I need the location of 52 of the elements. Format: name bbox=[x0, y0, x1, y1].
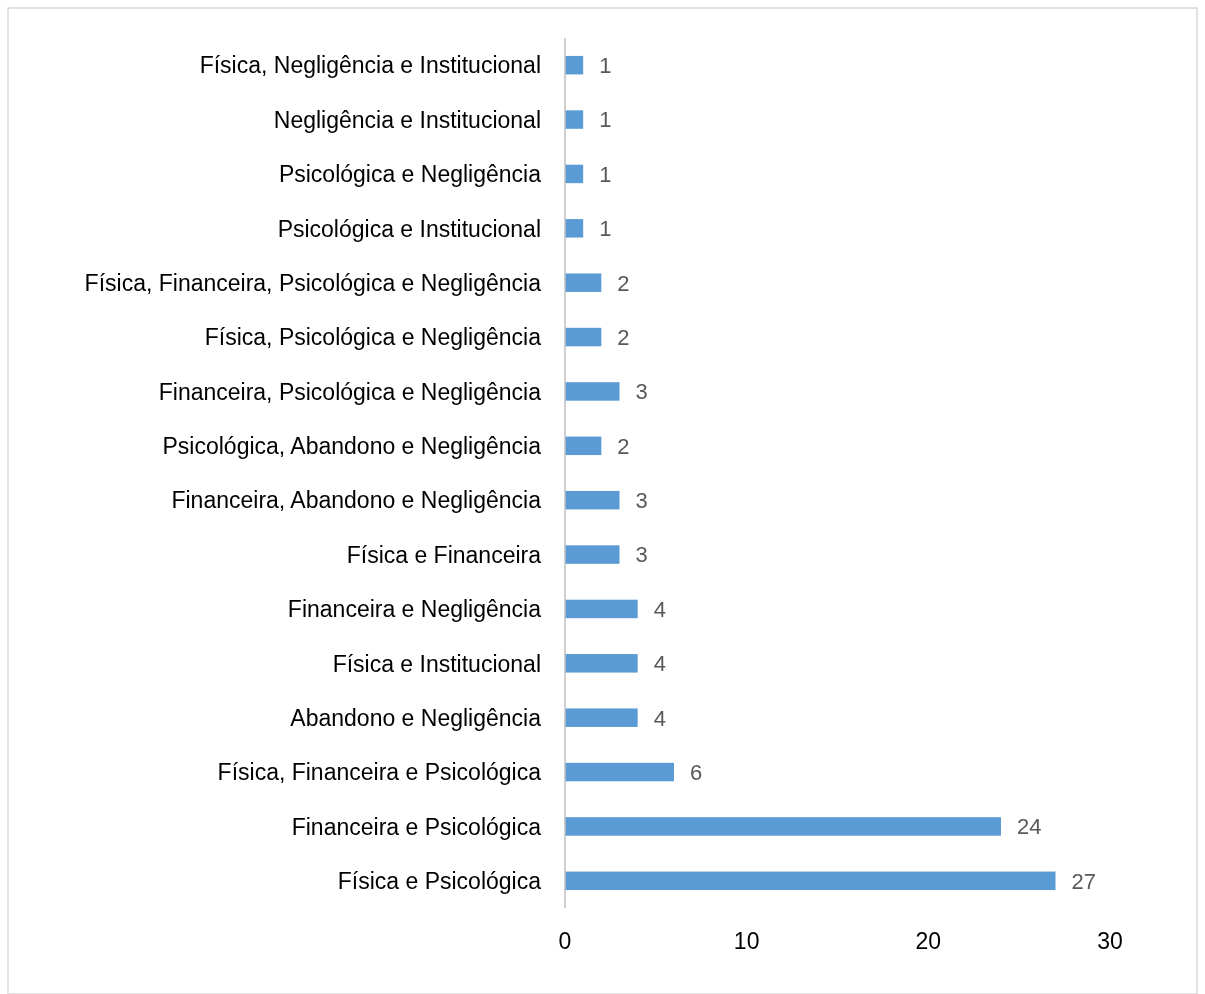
x-tick-label: 10 bbox=[733, 928, 760, 955]
data-label: 2 bbox=[617, 270, 630, 296]
bar bbox=[565, 55, 584, 75]
y-tick-label: Financeira e Psicológica bbox=[291, 813, 542, 840]
x-tick-label: 20 bbox=[915, 928, 942, 955]
data-label: 2 bbox=[617, 324, 630, 350]
bar bbox=[565, 762, 674, 782]
y-tick-label: Psicológica e Institucional bbox=[277, 215, 541, 242]
bar bbox=[565, 545, 620, 564]
bar bbox=[565, 871, 1056, 891]
bar bbox=[565, 436, 602, 456]
y-tick-label: Física, Negligência e Institucional bbox=[199, 52, 541, 79]
bar bbox=[565, 110, 584, 129]
data-label: 1 bbox=[599, 53, 612, 79]
data-label: 3 bbox=[635, 488, 648, 514]
data-label: 24 bbox=[1017, 814, 1042, 840]
bar bbox=[565, 164, 584, 184]
data-label: 1 bbox=[599, 107, 612, 133]
y-tick-label: Física, Financeira e Psicológica bbox=[217, 759, 542, 786]
y-tick-label: Física e Institucional bbox=[332, 650, 541, 677]
data-label: 1 bbox=[599, 216, 612, 242]
bar bbox=[565, 708, 638, 727]
data-label: 2 bbox=[617, 433, 630, 459]
bar bbox=[565, 490, 620, 510]
bar bbox=[565, 817, 1001, 836]
bar bbox=[565, 654, 638, 673]
bar bbox=[565, 273, 602, 292]
data-label: 6 bbox=[690, 759, 703, 785]
bar bbox=[565, 599, 638, 619]
x-tick-label: 0 bbox=[558, 928, 572, 955]
data-label: 4 bbox=[653, 596, 666, 622]
y-tick-label: Física e Psicológica bbox=[337, 868, 542, 895]
y-tick-label: Física, Financeira, Psicológica e Negligência bbox=[84, 269, 542, 296]
y-tick-label: Psicológica e Negligência bbox=[278, 161, 542, 188]
data-label: 4 bbox=[653, 705, 666, 731]
y-tick-label: Psicológica, Abandono e Negligência bbox=[162, 433, 542, 460]
y-tick-label: Abandono e Negligência bbox=[290, 704, 542, 731]
y-tick-label: Física e Financeira bbox=[346, 541, 542, 568]
data-label: 1 bbox=[599, 161, 612, 187]
y-tick-label: Financeira e Negligência bbox=[287, 596, 542, 623]
data-label: 3 bbox=[635, 379, 648, 405]
data-label: 4 bbox=[653, 651, 666, 677]
y-tick-label: Negligência e Institucional bbox=[273, 106, 541, 133]
y-tick-label: Financeira, Psicológica e Negligência bbox=[158, 378, 542, 405]
bar bbox=[565, 219, 584, 238]
bar bbox=[565, 382, 620, 401]
y-tick-label: Financeira, Abandono e Negligência bbox=[171, 487, 542, 514]
data-label: 3 bbox=[635, 542, 648, 568]
y-tick-label: Física, Psicológica e Negligência bbox=[204, 324, 542, 351]
bar bbox=[565, 327, 602, 347]
x-tick-label: 30 bbox=[1097, 928, 1123, 955]
data-label: 27 bbox=[1071, 868, 1096, 894]
